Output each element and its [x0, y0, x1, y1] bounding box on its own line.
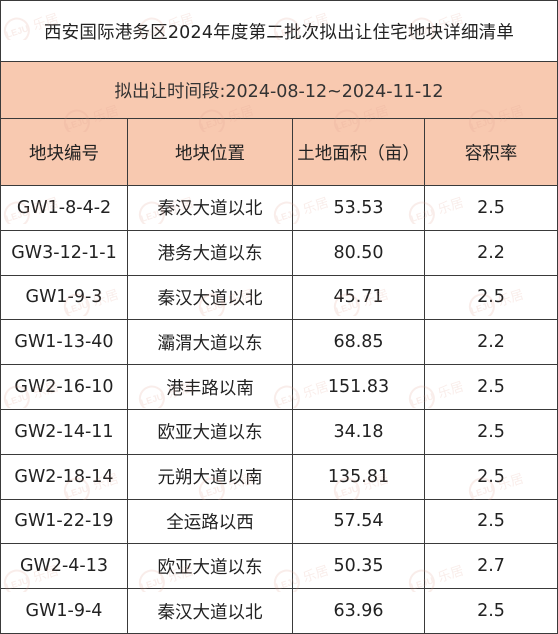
parcel-location: 元朔大道以南 [127, 453, 293, 500]
table-row: GW1-9-3 秦汉大道以北 45.71 2.5 [0, 274, 558, 321]
parcel-id: GW1-8-4-2 [0, 185, 128, 231]
transfer-period: 拟出让时间段:2024-08-12~2024-11-12 [0, 61, 558, 119]
table-row: GW2-4-13 欧亚大道以东 50.35 2.7 [0, 543, 558, 590]
plot-ratio: 2.5 [423, 274, 558, 321]
land-area: 57.54 [292, 498, 425, 545]
parcel-id: GW1-9-4 [0, 588, 128, 634]
parcel-id: GW2-16-10 [0, 364, 128, 410]
parcel-id: GW1-22-19 [0, 498, 128, 545]
table-row: GW1-8-4-2 秦汉大道以北 53.53 2.5 [0, 185, 558, 231]
table-row: GW1-9-4 秦汉大道以北 63.96 2.5 [0, 588, 558, 634]
header-land-area: 土地面积（亩） [292, 118, 425, 186]
table-row: GW1-13-40 灞渭大道以东 68.85 2.2 [0, 319, 558, 366]
land-area: 53.53 [292, 185, 425, 231]
period-row: 拟出让时间段:2024-08-12~2024-11-12 [0, 61, 558, 119]
plot-ratio: 2.7 [423, 543, 558, 590]
land-area: 50.35 [292, 543, 425, 590]
header-row: 地块编号 地块位置 土地面积（亩） 容积率 [0, 118, 558, 186]
header-parcel-id: 地块编号 [0, 118, 128, 186]
plot-ratio: 2.2 [423, 229, 558, 276]
parcel-id: GW2-4-13 [0, 543, 128, 590]
land-area: 63.96 [292, 588, 425, 634]
parcel-location: 秦汉大道以北 [127, 588, 293, 634]
land-area: 34.18 [292, 408, 425, 455]
parcel-location: 全运路以西 [127, 498, 293, 545]
table-row: GW2-18-14 元朔大道以南 135.81 2.5 [0, 453, 558, 500]
parcel-location: 欧亚大道以东 [127, 408, 293, 455]
parcel-location: 秦汉大道以北 [127, 185, 293, 231]
header-parcel-location: 地块位置 [127, 118, 293, 186]
plot-ratio: 2.5 [423, 453, 558, 500]
parcel-id: GW1-9-3 [0, 274, 128, 321]
table-row: GW2-14-11 欧亚大道以东 34.18 2.5 [0, 408, 558, 455]
parcel-location: 港丰路以南 [127, 364, 293, 410]
land-area: 68.85 [292, 319, 425, 366]
parcel-location: 欧亚大道以东 [127, 543, 293, 590]
table-title: 西安国际港务区2024年度第二批次拟出让住宅地块详细清单 [0, 0, 558, 62]
plot-ratio: 2.5 [423, 408, 558, 455]
parcel-location: 灞渭大道以东 [127, 319, 293, 366]
parcel-id: GW3-12-1-1 [0, 229, 128, 276]
table-row: GW1-22-19 全运路以西 57.54 2.5 [0, 498, 558, 545]
table-row: GW2-16-10 港丰路以南 151.83 2.5 [0, 364, 558, 410]
parcel-location: 秦汉大道以北 [127, 274, 293, 321]
plot-ratio: 2.2 [423, 319, 558, 366]
title-row: 西安国际港务区2024年度第二批次拟出让住宅地块详细清单 [0, 0, 558, 62]
header-plot-ratio: 容积率 [423, 118, 558, 186]
land-area: 135.81 [292, 453, 425, 500]
land-area: 80.50 [292, 229, 425, 276]
table-row: GW3-12-1-1 港务大道以东 80.50 2.2 [0, 229, 558, 276]
land-area: 45.71 [292, 274, 425, 321]
parcel-id: GW2-18-14 [0, 453, 128, 500]
plot-ratio: 2.5 [423, 185, 558, 231]
parcel-location: 港务大道以东 [127, 229, 293, 276]
plot-ratio: 2.5 [423, 364, 558, 410]
land-area: 151.83 [292, 364, 425, 410]
plot-ratio: 2.5 [423, 588, 558, 634]
plot-ratio: 2.5 [423, 498, 558, 545]
parcel-id: GW2-14-11 [0, 408, 128, 455]
parcel-id: GW1-13-40 [0, 319, 128, 366]
